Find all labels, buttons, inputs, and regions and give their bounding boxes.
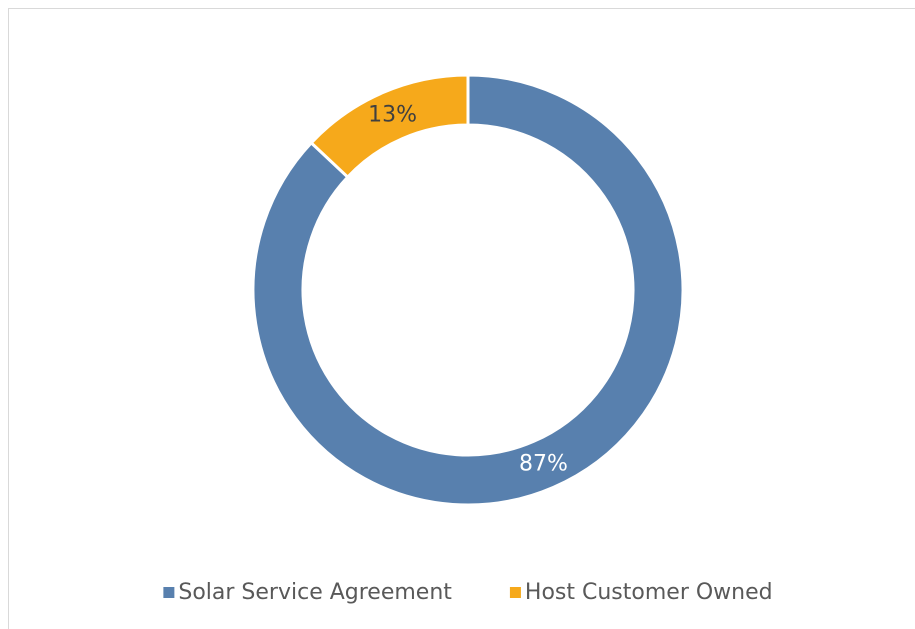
legend-swatch: [163, 587, 175, 598]
donut-slice: [251, 73, 685, 507]
legend-swatch: [509, 587, 521, 598]
legend-label: Host Customer Owned: [525, 580, 773, 605]
data-label: 13%: [368, 103, 417, 128]
donut-slice: [309, 73, 470, 180]
legend-label: Solar Service Agreement: [178, 580, 452, 605]
data-label: 87%: [519, 451, 568, 476]
